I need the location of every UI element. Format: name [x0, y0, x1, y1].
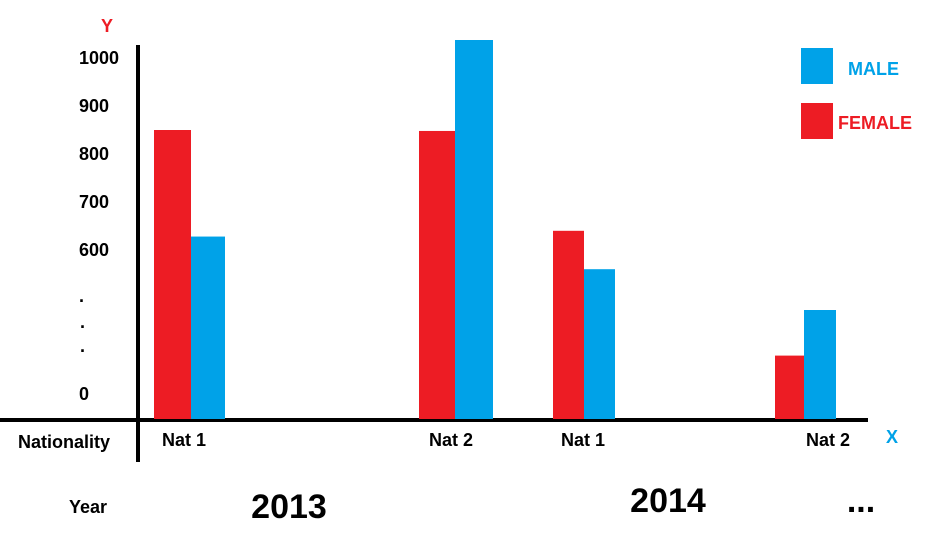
- y-tick-label: 900: [79, 96, 109, 116]
- legend: MALE FEMALE: [801, 48, 912, 139]
- legend-swatch-female: [801, 103, 833, 139]
- y-tick-label: 800: [79, 144, 109, 164]
- bar-male-1: [191, 236, 225, 419]
- y-tick-label: 700: [79, 192, 109, 212]
- category-label: Nat 1: [561, 430, 605, 450]
- category-labels: Nat 1 Nat 2 Nat 1 Nat 2: [162, 430, 850, 450]
- legend-label-male: MALE: [848, 59, 899, 79]
- bar-male-4: [804, 310, 836, 419]
- year-label-continuation: ...: [847, 482, 875, 520]
- nationality-row-label: Nationality: [18, 432, 110, 452]
- y-tick-labels: 1000 900 800 700 600 . . . 0: [79, 48, 119, 404]
- y-tick-label: 0: [79, 384, 89, 404]
- category-label: Nat 2: [806, 430, 850, 450]
- bar-female-2: [419, 130, 455, 419]
- bar-female-4: [775, 355, 804, 419]
- y-tick-label: .: [80, 336, 85, 356]
- legend-swatch-male: [801, 48, 833, 84]
- year-label-2014: 2014: [630, 482, 706, 520]
- y-axis-label: Y: [101, 16, 113, 36]
- y-tick-label: 1000: [79, 48, 119, 68]
- bar-female-1: [154, 130, 191, 419]
- y-tick-label: 600: [79, 240, 109, 260]
- bars-group: [154, 40, 836, 419]
- year-row-label: Year: [69, 497, 107, 517]
- bar-male-2: [455, 40, 493, 419]
- y-tick-label: .: [79, 286, 84, 306]
- category-label: Nat 1: [162, 430, 206, 450]
- y-tick-label: .: [80, 312, 85, 332]
- x-axis-label: X: [886, 427, 898, 447]
- bar-female-3: [553, 230, 584, 419]
- year-label-2013: 2013: [251, 488, 327, 526]
- category-label: Nat 2: [429, 430, 473, 450]
- legend-label-female: FEMALE: [838, 113, 912, 133]
- bar-male-3: [584, 269, 615, 419]
